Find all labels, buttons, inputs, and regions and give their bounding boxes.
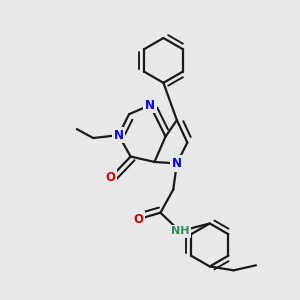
Text: N: N [114,129,124,142]
Text: O: O [106,171,116,184]
Text: N: N [172,157,182,170]
Text: O: O [133,213,143,226]
Text: NH: NH [171,226,189,236]
Text: N: N [145,99,155,112]
